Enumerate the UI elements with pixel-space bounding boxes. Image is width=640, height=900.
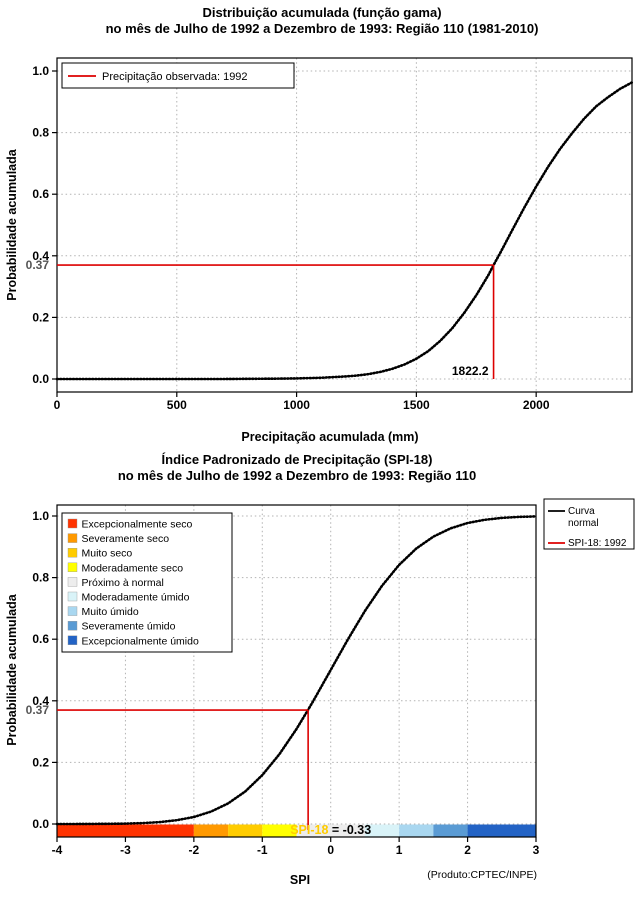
y-tick-label: 0.8 — [32, 126, 49, 140]
spi-category-label: Severamente úmido — [82, 621, 176, 633]
legend-label: SPI-18: 1992 — [568, 538, 627, 549]
spi-category-swatch — [67, 562, 78, 573]
x-tick-label: -4 — [52, 843, 63, 857]
x-tick-label: 1 — [396, 843, 403, 857]
y-tick-label: 0.2 — [32, 310, 49, 324]
spi-category-swatch — [67, 577, 78, 587]
chart1-title-line2: no mês de Julho de 1992 a Dezembro de 19… — [106, 21, 539, 36]
spi-colorbar-segment — [228, 824, 263, 837]
y-tick-label: 0.4 — [32, 249, 49, 263]
marker-probability-label: 0.37 — [26, 258, 50, 272]
marker-value-label: 1822.2 — [452, 364, 489, 378]
spi-colorbar-segment — [57, 824, 194, 837]
curve-legend-box — [543, 498, 635, 550]
spi-cdf-curve — [55, 515, 538, 826]
x-tick-label: -1 — [257, 843, 268, 857]
spi-category-swatch — [67, 547, 78, 558]
spi-category-label: Excepcionalmente seco — [82, 519, 193, 531]
chart2-x-axis-label: SPI — [290, 873, 310, 887]
chart2-title-line2: no mês de Julho de 1992 a Dezembro de 19… — [118, 468, 476, 483]
spi-category-label: Muito úmido — [82, 606, 139, 618]
legend-box — [61, 62, 295, 89]
legend-label: Precipitação observada: 1992 — [102, 71, 248, 83]
spi-colorbar-segment — [399, 824, 434, 837]
gamma-cdf-curve — [55, 81, 634, 381]
spi-value-annotation: SPI-18 = -0.33 — [290, 823, 371, 837]
spi-category-label: Muito seco — [82, 548, 133, 560]
x-tick-label: -3 — [120, 843, 131, 857]
x-tick-label: 2 — [464, 843, 471, 857]
chart2-title-line1: Índice Padronizado de Precipitação (SPI-… — [162, 452, 433, 467]
product-note: (Produto:CPTEC/INPE) — [427, 869, 537, 881]
spi-category-label: Excepcionalmente úmido — [82, 635, 199, 647]
y-tick-label: 0.0 — [32, 817, 49, 831]
spi-category-swatch — [67, 620, 78, 631]
legend-label: Curva — [568, 506, 595, 517]
chart1-x-axis-label: Precipitação acumulada (mm) — [241, 430, 418, 444]
y-tick-label: 0.0 — [32, 372, 49, 386]
spi-colorbar-segment — [364, 824, 400, 837]
y-tick-label: 0.6 — [32, 632, 49, 646]
y-tick-label: 0.2 — [32, 755, 49, 769]
spi-category-swatch — [67, 518, 78, 529]
spi-category-swatch — [67, 635, 78, 646]
spi-colorbar-segment — [262, 824, 297, 837]
spi-colorbar-segment — [467, 824, 536, 837]
chart1-y-axis-label: Probabilidade acumulada — [5, 148, 19, 300]
chart2-plot-area: -4 -3 -2 -1 0 1 2 3 0.0 0.2 0.4 0.6 0.8 1.0 0.37 SPI-18… — [26, 498, 635, 857]
spi-category-label: Moderadamente seco — [82, 562, 184, 574]
chart1-plot-area: 0 500 1000 1500 2000 0.0 0.2 0.4 0.6 0.8 1.0 0.37 18… — [26, 57, 634, 412]
spi-category-label: Severamente seco — [82, 533, 170, 545]
legend-label: normal — [568, 518, 599, 529]
spi-cdf-chart: Índice Padronizado de Precipitação (SPI-… — [5, 452, 635, 887]
x-tick-label: 2000 — [523, 398, 550, 412]
spi-colorbar-segment — [193, 824, 229, 837]
chart2-y-axis-label: Probabilidade acumulada — [5, 593, 19, 745]
x-tick-label: -2 — [189, 843, 200, 857]
marker-probability-label: 0.37 — [26, 703, 50, 717]
x-tick-label: 1500 — [403, 398, 430, 412]
spi-category-label: Próximo à normal — [82, 577, 164, 589]
spi-category-swatch — [67, 533, 78, 543]
y-tick-label: 0.8 — [32, 571, 49, 585]
spi-category-legend-box — [61, 512, 233, 653]
chart1-title-line1: Distribuição acumulada (função gama) — [202, 5, 441, 20]
x-tick-label: 0 — [54, 398, 61, 412]
spi-colorbar-segment — [296, 824, 365, 837]
y-tick-label: 0.6 — [32, 187, 49, 201]
x-tick-label: 3 — [533, 843, 540, 857]
spi-category-swatch — [67, 606, 78, 616]
spi-category-label: Moderadamente úmido — [82, 592, 190, 604]
y-tick-label: 1.0 — [32, 64, 49, 78]
x-tick-label: 0 — [327, 843, 334, 857]
y-tick-label: 0.4 — [32, 694, 49, 708]
spi-category-swatch — [67, 591, 78, 602]
spi-colorbar-segment — [433, 824, 468, 837]
plot-box — [56, 504, 537, 838]
gamma-cdf-chart: Distribuição acumulada (função gama) no … — [5, 5, 634, 444]
plot-box — [56, 57, 633, 393]
y-tick-label: 1.0 — [32, 509, 49, 523]
x-tick-label: 500 — [167, 398, 187, 412]
x-tick-label: 1000 — [283, 398, 310, 412]
